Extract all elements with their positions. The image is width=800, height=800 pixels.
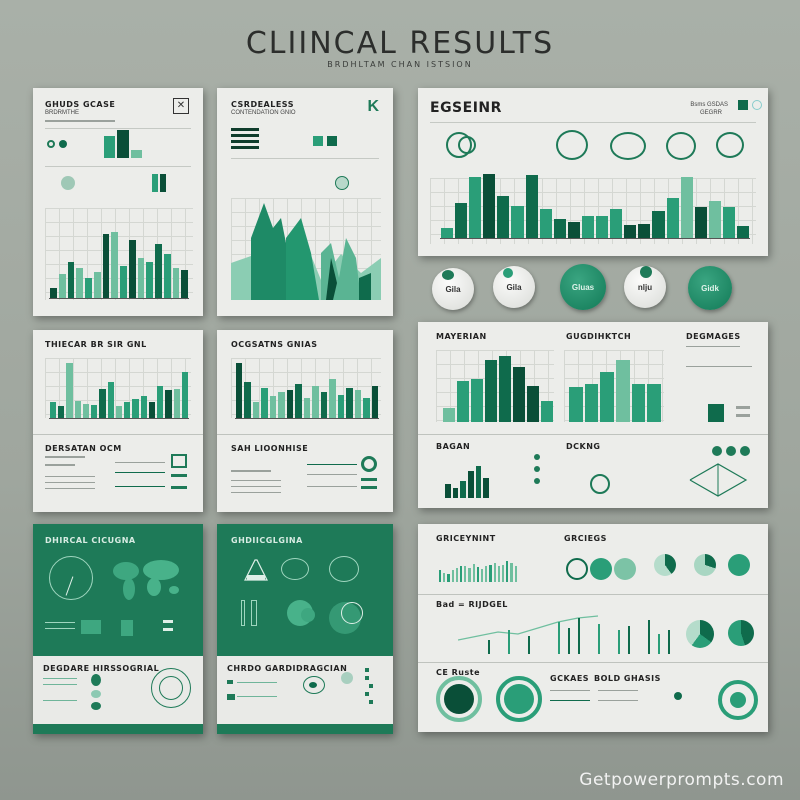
page-subtitle: BRDHLTAM CHAN ISTSION [327,60,473,69]
network-diagram [689,463,748,497]
dial-3[interactable]: Gluas [560,264,606,310]
sheet-title: DHIRCAL CICUGNA [45,536,136,545]
report-sheet-3: EGSEINR Bsms GSDAS GEGRR [418,88,768,256]
report-sheet-7: GHDIICGLGINA CHRDO GARDIDRAGCIAN [217,524,393,734]
report-sheet-1: GHUDS GCASE BRDRMTHE ✕ [33,88,203,316]
sheet-title: GHDIICGLGINA [231,536,303,545]
sheet-title: CSRDEALESS [231,100,294,109]
report-sheet-6: DHIRCAL CICUGNA DEGDARE HIRSSOGRIAL [33,524,203,734]
dial-2[interactable]: Gila [493,266,535,308]
sheet-title: EGSEINR [430,100,502,116]
sheet-subtitle: CONTENDATION GNIO [231,110,296,116]
page-title: CLIINCAL RESULTS [245,26,555,61]
watermark: Getpowerprompts.com [579,770,784,790]
dial-4[interactable]: nlju [624,266,666,308]
sheet-title: THIECAR BR SIR GNL [45,340,147,349]
dial-5[interactable]: Gidk [688,266,732,310]
logo-icon: K [367,98,379,115]
line-bar-chart [458,615,670,654]
badge-icon [738,100,748,110]
world-map [113,558,183,604]
bar-chart [438,552,518,582]
report-sheet-8: MAYERIAN GUGDIHKTCH DEGMAGES BAGAN DCKNG [418,322,768,508]
report-sheet-2: CSRDEALESS CONTENDATION GNIO K [217,88,393,316]
bar-chart [49,218,189,298]
report-sheet-4: THIECAR BR SIR GNL DERSATAN OCM [33,330,203,512]
flask-icon [244,559,268,581]
bar-chart [440,174,750,238]
bar-chart [235,360,379,418]
info-icon [752,100,762,110]
report-sheet-5: OCGSATNS GNIAS SAH LIOONHISE [217,330,393,512]
sheet-subtitle: BRDRMTHE [45,110,79,116]
document-icon: ✕ [173,98,189,114]
sheet-title: GHUDS GCASE [45,100,116,109]
area-chart [231,203,381,300]
sheet-title: OCGSATNS GNIAS [231,340,318,349]
bar-chart [49,360,189,418]
bar-chart [568,352,662,422]
bar-chart [442,352,554,422]
dial-1[interactable]: Gila [432,268,474,310]
report-sheet-9: GRICEYNINT GRCIEGS Bad = RIJDGEL CE Rust… [418,524,768,732]
